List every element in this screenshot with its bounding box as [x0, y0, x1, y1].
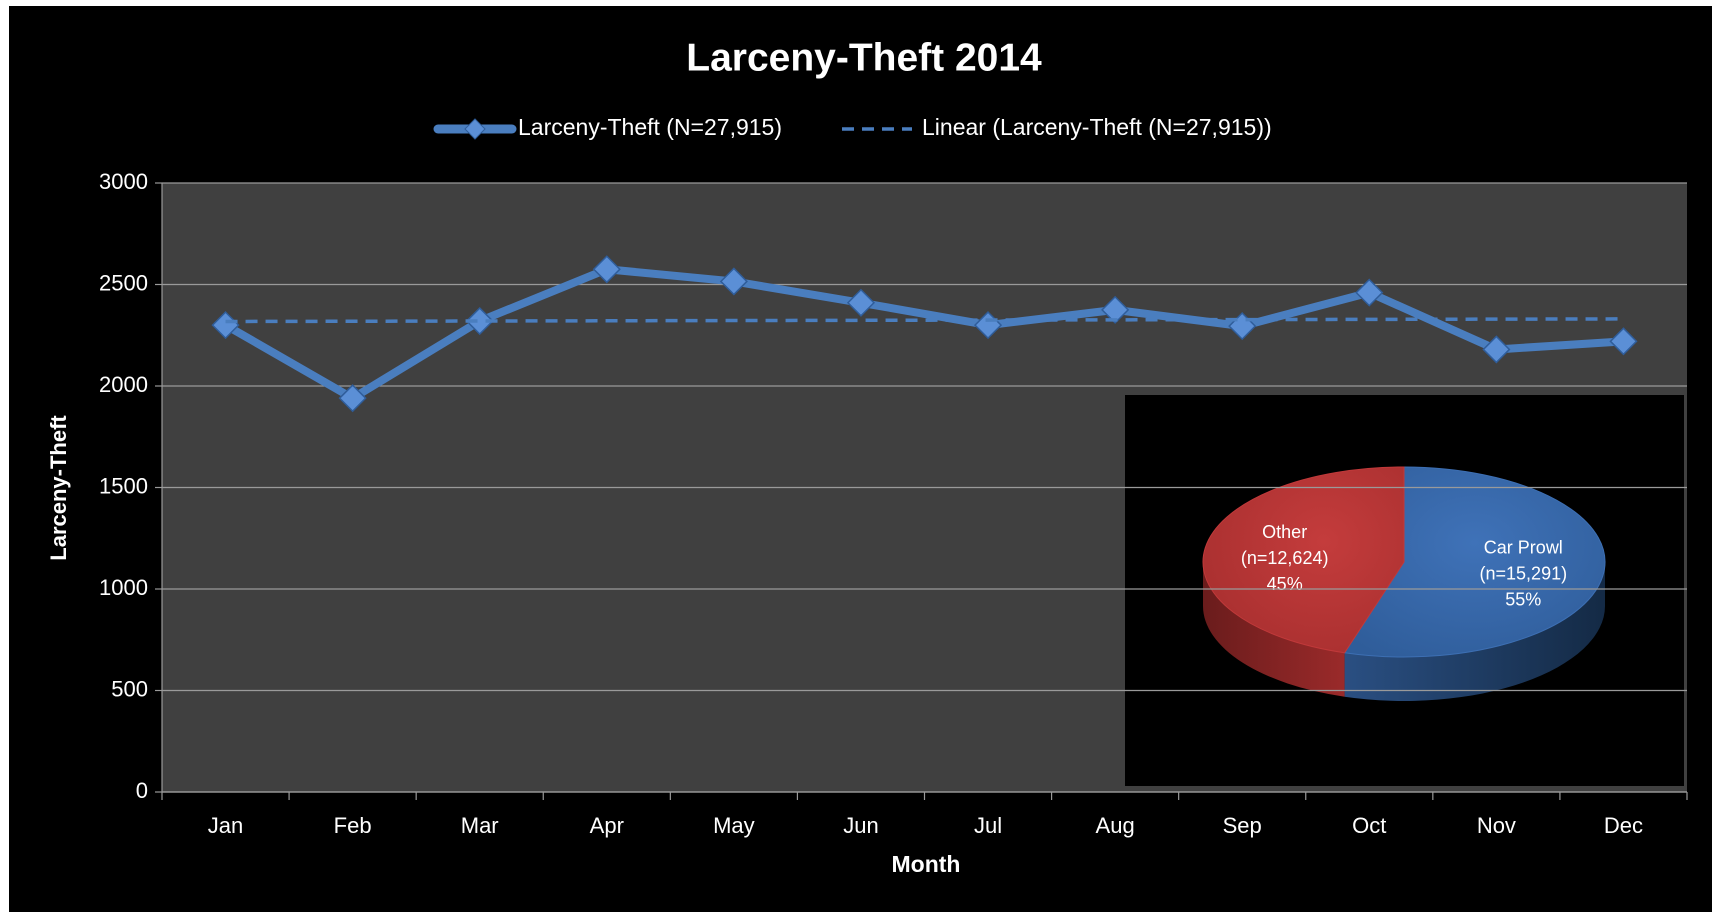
x-tick-label: Dec — [1604, 813, 1643, 838]
marker — [338, 384, 367, 413]
pie-side — [1203, 562, 1345, 697]
series-line — [223, 265, 1624, 403]
x-tick-label: Jul — [974, 813, 1002, 838]
pie: Car Prowl (n=15,291) 55% Other (n=12,624) 45% — [1202, 466, 1606, 701]
x-tick-label: Apr — [590, 813, 624, 838]
legend-label: Larceny-Theft (N=27,915) — [518, 114, 782, 140]
pie-value-label: (n=15,291) — [1480, 564, 1568, 584]
pie-slice — [1343, 466, 1606, 658]
y-tick-label: 3000 — [99, 169, 148, 194]
pie-label: Car Prowl — [1484, 538, 1563, 558]
marker — [1482, 335, 1511, 364]
x-axis-title: Month — [892, 851, 961, 877]
marker — [719, 267, 748, 296]
x-tick-label: Jan — [208, 813, 243, 838]
y-tick-label: 1000 — [99, 575, 148, 600]
marker — [465, 306, 494, 336]
y-tick-label: 1500 — [99, 473, 148, 498]
legend-label: Linear (Larceny-Theft (N=27,915)) — [922, 114, 1272, 140]
marker — [592, 255, 621, 284]
y-tick-label: 500 — [111, 676, 148, 701]
trendline — [225, 317, 1624, 324]
pie-side — [1344, 562, 1605, 701]
pie-label: Other — [1262, 522, 1307, 542]
pie-percent-label: 55% — [1505, 590, 1541, 610]
y-tick-label: 2000 — [99, 372, 148, 397]
pie-percent-label: 45% — [1267, 574, 1303, 594]
marker — [1355, 278, 1384, 307]
x-tick-label: Oct — [1352, 813, 1386, 838]
marker — [846, 288, 876, 317]
x-tick-label: Nov — [1477, 813, 1516, 838]
x-tick-label: Jun — [843, 813, 878, 838]
marker — [1609, 327, 1638, 356]
chart-title: Larceny-Theft 2014 — [686, 36, 1042, 79]
y-tick-label: 2500 — [99, 270, 148, 295]
x-tick-label: Feb — [334, 813, 372, 838]
x-tick-label: Sep — [1223, 813, 1262, 838]
x-tick-label: May — [713, 813, 755, 838]
y-axis-title: Larceny-Theft — [46, 415, 71, 561]
x-tick-label: Aug — [1096, 813, 1135, 838]
marker — [1101, 295, 1130, 324]
pie-value-label: (n=12,624) — [1241, 548, 1329, 568]
y-tick-label: 0 — [136, 778, 148, 803]
pie-slice — [1202, 466, 1405, 654]
x-tick-label: Mar — [461, 813, 499, 838]
legend-marker — [464, 118, 486, 140]
